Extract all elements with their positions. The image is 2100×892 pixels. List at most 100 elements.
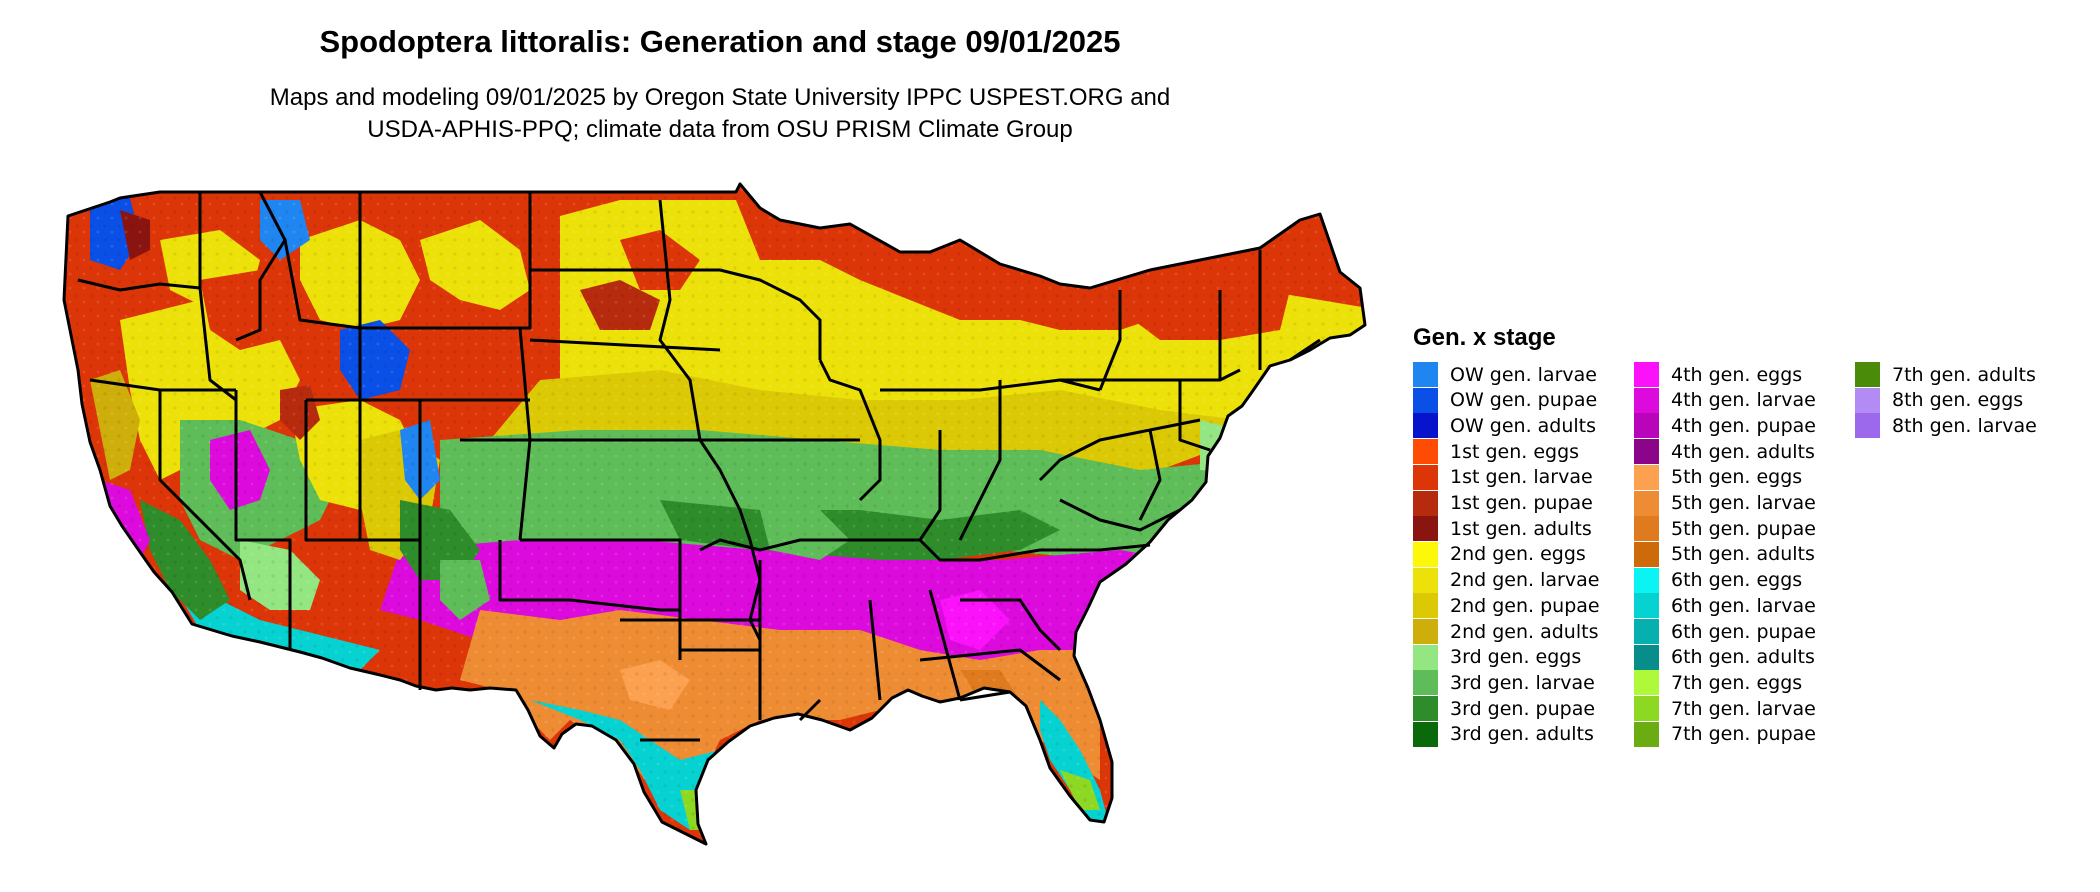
legend-swatch: [1634, 644, 1659, 670]
legend-swatch: [1413, 541, 1438, 567]
legend-item: 4th gen. larvae: [1634, 387, 1816, 413]
legend-item: 7th gen. larvae: [1634, 696, 1816, 722]
map-subtitle-line-1: Maps and modeling 09/01/2025 by Oregon S…: [269, 84, 1171, 111]
legend-label: OW gen. larvae: [1450, 363, 1597, 386]
legend-label: 6th gen. adults: [1671, 646, 1815, 669]
legend-label: 8th gen. eggs: [1892, 389, 2024, 412]
legend-item: 6th gen. pupae: [1634, 619, 1816, 644]
legend-item: 5th gen. pupae: [1634, 516, 1816, 542]
legend-label: 5th gen. eggs: [1671, 466, 1803, 489]
legend-label: 1st gen. pupae: [1450, 492, 1593, 514]
legend-label: 6th gen. eggs: [1671, 569, 1803, 592]
legend-item: 8th gen. larvae: [1855, 413, 2037, 439]
legend-swatch: [1413, 721, 1438, 747]
legend-swatch: [1634, 670, 1659, 696]
legend-item: 5th gen. larvae: [1634, 490, 1816, 516]
legend-item: 2nd gen. pupae: [1413, 593, 1600, 619]
legend-swatch: [1413, 696, 1438, 722]
legend-item: 8th gen. eggs: [1855, 387, 2024, 413]
legend-label: 3rd gen. adults: [1450, 723, 1594, 746]
legend-swatch: [1855, 387, 1880, 413]
legend-swatch: [1413, 593, 1438, 619]
legend-item: 6th gen. adults: [1634, 644, 1815, 670]
legend-label: 3rd gen. eggs: [1450, 646, 1582, 669]
legend-label: 2nd gen. larvae: [1450, 569, 1600, 592]
legend-item: 4th gen. pupae: [1634, 413, 1816, 439]
legend-item: 3rd gen. larvae: [1413, 670, 1595, 696]
legend-label: OW gen. pupae: [1450, 389, 1598, 412]
legend-label: 4th gen. pupae: [1671, 414, 1816, 437]
legend-swatch: [1634, 464, 1659, 490]
legend-item: 1st gen. adults: [1413, 516, 1592, 542]
legend-label: 5th gen. pupae: [1671, 517, 1816, 540]
legend-item: 7th gen. eggs: [1634, 670, 1803, 696]
legend-swatch: [1413, 439, 1438, 465]
legend-item: 5th gen. adults: [1634, 541, 1815, 567]
legend-item: 3rd gen. eggs: [1413, 644, 1582, 670]
legend-swatch: [1634, 413, 1659, 439]
legend-swatch: [1634, 567, 1659, 593]
legend-label: 4th gen. eggs: [1671, 363, 1803, 386]
legend-label: 7th gen. eggs: [1671, 671, 1803, 694]
legend-swatch: [1413, 619, 1438, 644]
legend-swatch: [1634, 516, 1659, 542]
legend-label: 5th gen. larvae: [1671, 492, 1816, 514]
legend-label: 6th gen. larvae: [1671, 594, 1816, 617]
legend-label: 7th gen. adults: [1892, 363, 2036, 386]
legend-item: 3rd gen. adults: [1413, 721, 1594, 747]
legend-swatch: [1634, 721, 1659, 747]
legend-swatch: [1634, 362, 1659, 387]
legend-label: 3rd gen. pupae: [1450, 697, 1596, 720]
legend-item: OW gen. larvae: [1413, 362, 1597, 387]
legend-label: 3rd gen. larvae: [1450, 671, 1595, 694]
legend-swatch: [1413, 413, 1438, 439]
map-subtitle-line-2: USDA-APHIS-PPQ; climate data from OSU PR…: [367, 116, 1073, 143]
legend-item: OW gen. pupae: [1413, 387, 1598, 413]
legend-item: 6th gen. eggs: [1634, 567, 1803, 593]
us-generation-stage-map: [62, 182, 1367, 846]
legend-label: 4th gen. larvae: [1671, 389, 1816, 412]
legend-item: 3rd gen. pupae: [1413, 696, 1596, 722]
legend-label: 7th gen. pupae: [1671, 723, 1816, 746]
legend-label: OW gen. adults: [1450, 414, 1597, 437]
legend-swatch: [1634, 387, 1659, 413]
legend-item: 1st gen. pupae: [1413, 490, 1593, 516]
legend-swatch: [1413, 387, 1438, 413]
legend-swatch: [1634, 696, 1659, 722]
legend-title: Gen. x stage: [1413, 324, 1556, 351]
legend-label: 5th gen. adults: [1671, 543, 1815, 566]
legend-label: 8th gen. larvae: [1892, 414, 2037, 437]
legend-swatch: [1634, 490, 1659, 516]
legend-swatch: [1634, 541, 1659, 567]
legend-swatch: [1413, 644, 1438, 670]
legend-label: 7th gen. larvae: [1671, 697, 1816, 720]
legend-item: 7th gen. adults: [1855, 362, 2036, 387]
legend-item: OW gen. adults: [1413, 413, 1597, 439]
legend-swatch: [1855, 413, 1880, 439]
legend-swatch: [1413, 464, 1438, 490]
legend-label: 6th gen. pupae: [1671, 620, 1816, 643]
legend-item: 6th gen. larvae: [1634, 593, 1816, 619]
legend-swatch: [1413, 362, 1438, 387]
legend-item: 1st gen. eggs: [1413, 439, 1580, 465]
map-title: Spodoptera littoralis: Generation and st…: [319, 24, 1121, 59]
legend-swatch: [1634, 439, 1659, 465]
legend-item: 1st gen. larvae: [1413, 464, 1593, 490]
legend-swatch: [1413, 567, 1438, 593]
legend-swatch: [1413, 670, 1438, 696]
legend-swatch: [1634, 593, 1659, 619]
legend-label: 2nd gen. adults: [1450, 620, 1599, 643]
legend-item: 4th gen. eggs: [1634, 362, 1802, 387]
legend-item: 4th gen. adults: [1634, 439, 1815, 465]
legend-label: 1st gen. adults: [1450, 517, 1592, 540]
legend-swatch: [1855, 362, 1880, 387]
legend-label: 2nd gen. pupae: [1450, 594, 1600, 617]
legend-swatch: [1413, 490, 1438, 516]
legend-item: 2nd gen. eggs: [1413, 541, 1586, 567]
legend-swatch: [1413, 516, 1438, 542]
legend-label: 1st gen. eggs: [1450, 440, 1580, 463]
legend-item: 2nd gen. larvae: [1413, 567, 1600, 593]
legend-item: 7th gen. pupae: [1634, 721, 1816, 747]
legend-item: 2nd gen. adults: [1413, 619, 1598, 644]
legend-label: 2nd gen. eggs: [1450, 543, 1586, 566]
